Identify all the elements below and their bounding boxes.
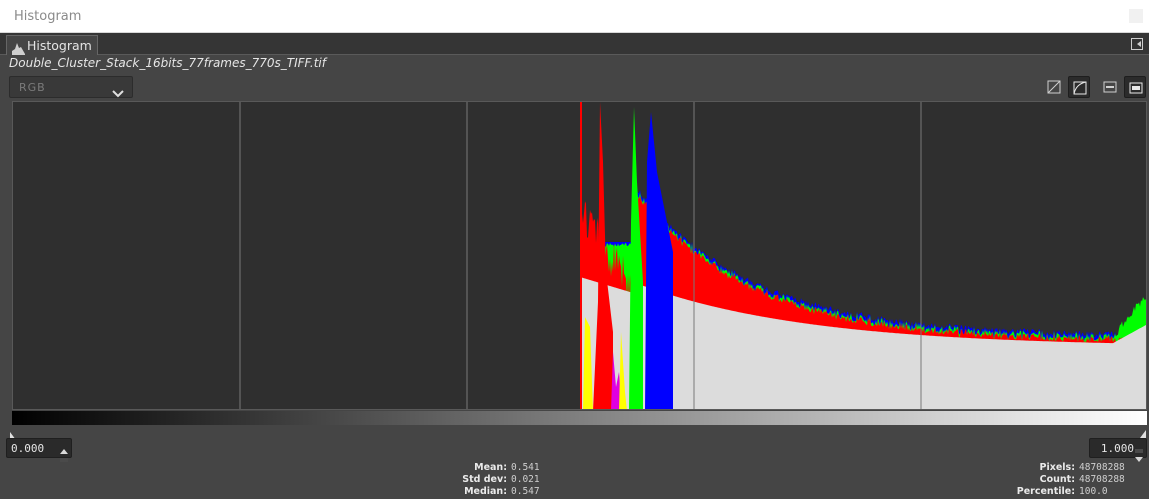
histogram-yellow-edge: [583, 317, 593, 409]
pixels-label: Pixels:: [1039, 462, 1076, 473]
percentile-label: Percentile:: [1016, 486, 1075, 497]
display-mode-1-icon: [1103, 81, 1117, 93]
linear-scale-icon: [1047, 80, 1061, 94]
dock-tab-strip: Histogram: [0, 33, 1149, 55]
increment-icon[interactable]: [59, 440, 69, 454]
chevron-down-icon: [112, 83, 124, 102]
stddev-value: 0.021: [511, 474, 540, 485]
percentile-value: 100.0: [1079, 486, 1108, 497]
decrement-icon[interactable]: [1134, 449, 1144, 462]
decrement-icon[interactable]: [59, 449, 69, 462]
tab-menu-icon[interactable]: [1131, 38, 1143, 50]
range-high-spinner[interactable]: [1089, 438, 1147, 462]
count-value: 48708288: [1079, 474, 1125, 485]
histogram-canvas: [239, 102, 1146, 409]
histogram-plot[interactable]: [12, 101, 1147, 410]
high-range-marker-icon[interactable]: [1140, 423, 1146, 442]
count-label: Count:: [1039, 474, 1075, 485]
histogram-magenta-dip: [611, 352, 622, 409]
stddev-label: Std dev:: [462, 474, 507, 485]
value-gradient-bar: [12, 411, 1147, 425]
channel-dropdown[interactable]: RGB: [9, 76, 133, 98]
display-mode-1-button[interactable]: [1099, 76, 1121, 98]
range-low-input[interactable]: [7, 439, 59, 457]
display-mode-2-button[interactable]: [1124, 76, 1146, 98]
median-label: Median:: [464, 486, 507, 497]
log-scale-icon: [1073, 81, 1087, 95]
range-low-spinner[interactable]: [6, 438, 72, 462]
histogram-green-peak: [629, 107, 643, 409]
mean-value: 0.541: [511, 462, 540, 473]
log-scale-button[interactable]: [1068, 76, 1090, 98]
histogram-luminance: [580, 277, 1146, 409]
window-title: Histogram: [14, 9, 82, 24]
display-mode-2-icon: [1129, 82, 1143, 94]
tab-label: Histogram: [27, 38, 92, 53]
range-high-input[interactable]: [1090, 439, 1136, 457]
histogram-left-edge: [580, 102, 582, 409]
median-value: 0.547: [511, 486, 540, 497]
histogram-icon: [12, 40, 25, 59]
mean-label: Mean:: [474, 462, 507, 473]
title-bar: Histogram: [0, 0, 1149, 33]
close-icon[interactable]: [1129, 9, 1143, 23]
tab-histogram[interactable]: Histogram: [6, 35, 98, 55]
histogram-blue-peak: [645, 112, 673, 409]
histogram-yellow-dip: [619, 332, 627, 409]
histogram-red-peak: [593, 102, 613, 409]
linear-scale-button[interactable]: [1043, 76, 1065, 98]
increment-icon[interactable]: [1134, 440, 1144, 453]
image-file-name: Double_Cluster_Stack_16bits_77frames_770…: [9, 56, 326, 70]
pixels-value: 48708288: [1079, 462, 1125, 473]
channel-value: RGB: [19, 81, 46, 94]
